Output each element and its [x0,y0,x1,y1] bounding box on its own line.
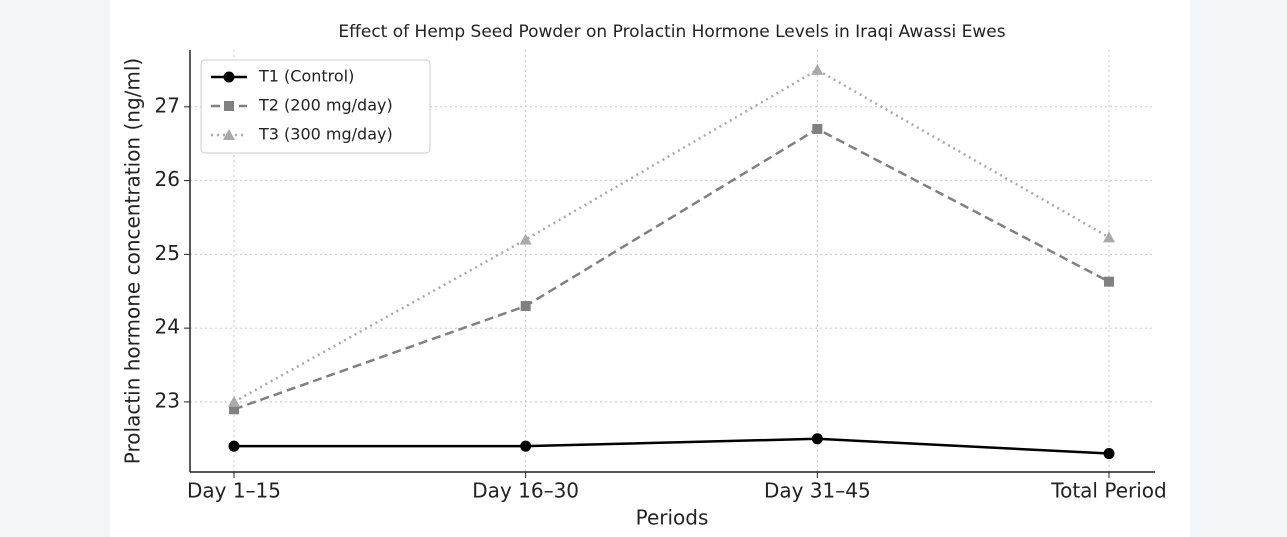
x-tick-label: Day 31–45 [764,479,871,503]
x-axis-label: Periods [636,506,709,530]
marker [224,101,234,111]
marker [812,123,823,134]
x-tick-label: Total Period [1050,479,1166,503]
y-tick-label: 24 [155,315,180,339]
legend-box [200,59,431,154]
marker [228,440,240,452]
legend-label: T1 (Control) [258,67,354,86]
legend-label: T3 (300 mg/day) [258,125,393,144]
marker [1104,276,1114,287]
marker [223,71,235,83]
x-tick-label: Day 1–15 [187,479,281,503]
y-tick-label: 25 [155,241,180,265]
y-tick-label: 26 [155,167,180,191]
y-tick-label: 23 [155,388,180,412]
marker [229,404,239,415]
marker [811,433,823,445]
x-tick-label: Day 16–30 [472,479,579,503]
legend-label: T2 (200 mg/day) [258,96,393,115]
marker [811,63,824,75]
marker [228,395,240,407]
legend: T1 (Control) T2 (200 mg/day) T3 (300 mg/da… [200,59,431,154]
marker [520,301,531,312]
marker [520,440,532,452]
marker [1103,448,1115,460]
marker [519,233,532,245]
series-line [234,437,1110,455]
marker [1103,231,1115,243]
y-tick-label: 27 [155,93,180,117]
chart-title: Effect of Hemp Seed Powder on Prolactin … [338,22,1005,42]
y-axis-label: Prolactin hormone concentration (ng/ml) [121,58,145,464]
marker [223,129,235,140]
series-line [233,127,1110,411]
